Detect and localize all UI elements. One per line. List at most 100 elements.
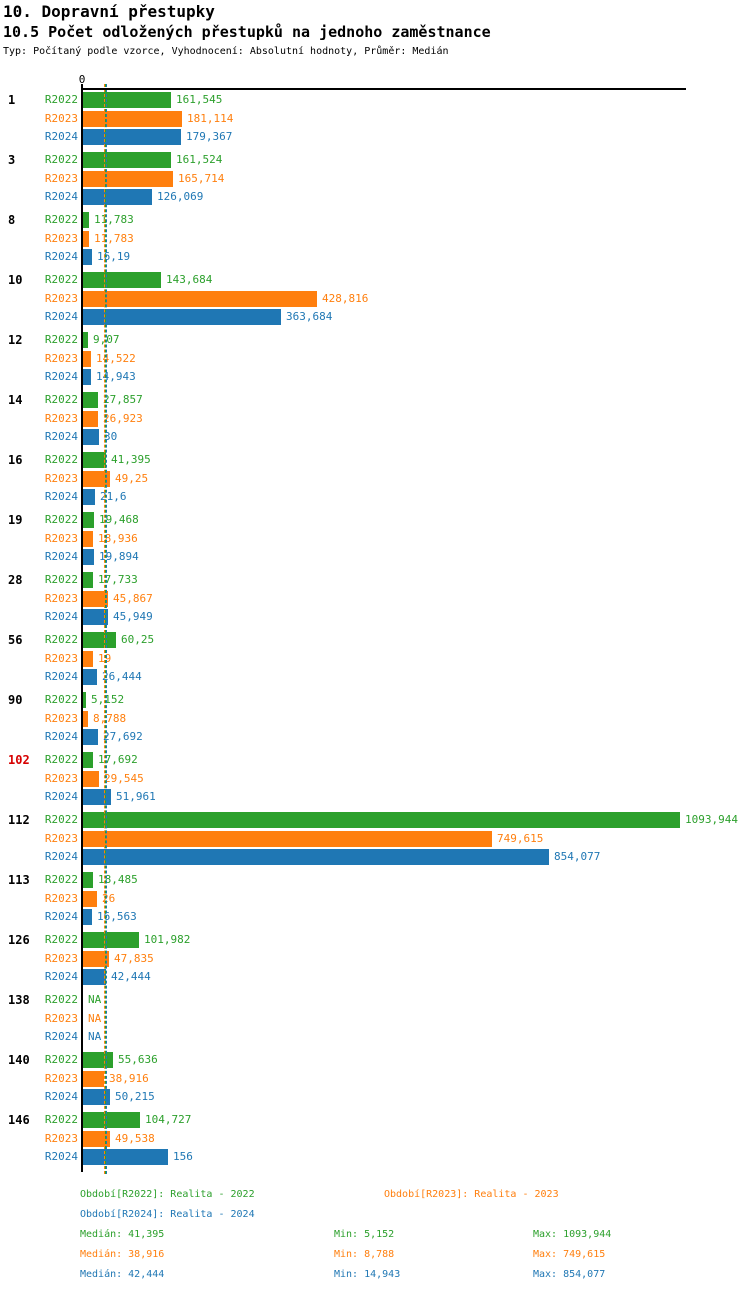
bar bbox=[83, 272, 161, 288]
stat-min-r2022: Min: 5,152 bbox=[334, 1229, 395, 1240]
bar bbox=[83, 872, 93, 888]
value-label: 18,485 bbox=[98, 873, 138, 886]
series-label: R2023 bbox=[44, 772, 78, 785]
series-label: R2024 bbox=[44, 190, 78, 203]
bar bbox=[83, 951, 109, 967]
value-label: 104,727 bbox=[145, 1113, 192, 1126]
value-label: NA bbox=[88, 1030, 102, 1043]
series-label: R2023 bbox=[44, 112, 78, 125]
series-label: R2024 bbox=[44, 130, 78, 143]
series-label: R2022 bbox=[44, 753, 78, 766]
stat-max-r2022: Max: 1093,944 bbox=[533, 1229, 612, 1240]
series-label: R2023 bbox=[44, 1072, 78, 1085]
value-label: 49,25 bbox=[115, 472, 149, 485]
series-label: R2024 bbox=[44, 430, 78, 443]
median-line-r2023 bbox=[104, 84, 105, 1174]
bar bbox=[83, 572, 93, 588]
bar bbox=[83, 309, 281, 325]
series-label: R2024 bbox=[44, 1030, 78, 1043]
series-label: R2022 bbox=[44, 453, 78, 466]
value-label: 101,982 bbox=[144, 933, 191, 946]
bar bbox=[83, 531, 93, 547]
series-label: R2022 bbox=[44, 633, 78, 646]
value-label: 47,835 bbox=[114, 952, 154, 965]
series-label: R2024 bbox=[44, 970, 78, 983]
bar bbox=[83, 1131, 110, 1147]
value-label: 181,114 bbox=[187, 112, 234, 125]
category-label: 113 bbox=[8, 873, 30, 887]
category-label: 146 bbox=[8, 1113, 30, 1127]
median-line-r2024 bbox=[106, 84, 107, 1174]
value-label: 161,524 bbox=[176, 153, 223, 166]
stat-min-r2024: Min: 14,943 bbox=[334, 1269, 401, 1280]
stat-median-r2022: Medián: 41,395 bbox=[80, 1229, 165, 1240]
bar bbox=[83, 471, 110, 487]
series-label: R2022 bbox=[44, 213, 78, 226]
value-label: 55,636 bbox=[118, 1053, 158, 1066]
series-label: R2023 bbox=[44, 232, 78, 245]
series-label: R2024 bbox=[44, 310, 78, 323]
bar bbox=[83, 812, 680, 828]
bar bbox=[83, 489, 95, 505]
bar bbox=[83, 669, 97, 685]
value-label: 11,783 bbox=[94, 213, 134, 226]
value-label: 143,684 bbox=[166, 273, 213, 286]
series-label: R2022 bbox=[44, 273, 78, 286]
value-label: 19,894 bbox=[99, 550, 139, 563]
value-label: 26,444 bbox=[102, 670, 142, 683]
value-label: 19,468 bbox=[99, 513, 139, 526]
category-label: 138 bbox=[8, 993, 30, 1007]
value-label: 30 bbox=[104, 430, 118, 443]
legend-r2022: Období[R2022]: Realita - 2022 bbox=[80, 1189, 255, 1200]
bar bbox=[83, 729, 98, 745]
value-label: 14,943 bbox=[96, 370, 136, 383]
value-label: NA bbox=[88, 993, 102, 1006]
bar bbox=[83, 452, 106, 468]
series-label: R2022 bbox=[44, 1113, 78, 1126]
bar bbox=[83, 549, 94, 565]
series-label: R2022 bbox=[44, 873, 78, 886]
value-label: 38,916 bbox=[109, 1072, 149, 1085]
series-label: R2022 bbox=[44, 513, 78, 526]
value-label: 126,069 bbox=[157, 190, 204, 203]
meta-line: Typ: Počítaný podle vzorce, Vyhodnocení:… bbox=[3, 46, 449, 57]
value-label: NA bbox=[88, 1012, 102, 1025]
series-label: R2023 bbox=[44, 532, 78, 545]
series-label: R2023 bbox=[44, 712, 78, 725]
value-label: 60,25 bbox=[121, 633, 155, 646]
bar bbox=[83, 249, 92, 265]
bar bbox=[83, 92, 171, 108]
stat-median-r2023: Medián: 38,916 bbox=[80, 1249, 165, 1260]
value-label: 27,857 bbox=[103, 393, 143, 406]
series-label: R2024 bbox=[44, 370, 78, 383]
series-label: R2022 bbox=[44, 393, 78, 406]
series-label: R2022 bbox=[44, 333, 78, 346]
bar bbox=[83, 1112, 140, 1128]
value-label: 16,19 bbox=[97, 250, 131, 263]
category-label: 102 bbox=[8, 753, 30, 767]
value-label: 51,961 bbox=[116, 790, 156, 803]
stat-max-r2023: Max: 749,615 bbox=[533, 1249, 606, 1260]
series-label: R2024 bbox=[44, 730, 78, 743]
bar bbox=[83, 369, 91, 385]
value-label: 17,733 bbox=[98, 573, 138, 586]
series-label: R2024 bbox=[44, 790, 78, 803]
value-label: 41,395 bbox=[111, 453, 151, 466]
legend-r2023: Období[R2023]: Realita - 2023 bbox=[384, 1189, 559, 1200]
value-label: 156 bbox=[173, 1150, 193, 1163]
series-label: R2024 bbox=[44, 610, 78, 623]
bar bbox=[83, 392, 98, 408]
series-label: R2023 bbox=[44, 1132, 78, 1145]
bar bbox=[83, 212, 89, 228]
series-label: R2022 bbox=[44, 93, 78, 106]
series-label: R2022 bbox=[44, 1053, 78, 1066]
value-label: 5,152 bbox=[91, 693, 125, 706]
series-label: R2023 bbox=[44, 652, 78, 665]
category-label: 112 bbox=[8, 813, 30, 827]
category-label: 12 bbox=[8, 333, 23, 347]
bar bbox=[83, 752, 93, 768]
bar bbox=[83, 1089, 110, 1105]
value-label: 45,867 bbox=[113, 592, 153, 605]
series-label: R2023 bbox=[44, 832, 78, 845]
series-label: R2022 bbox=[44, 813, 78, 826]
